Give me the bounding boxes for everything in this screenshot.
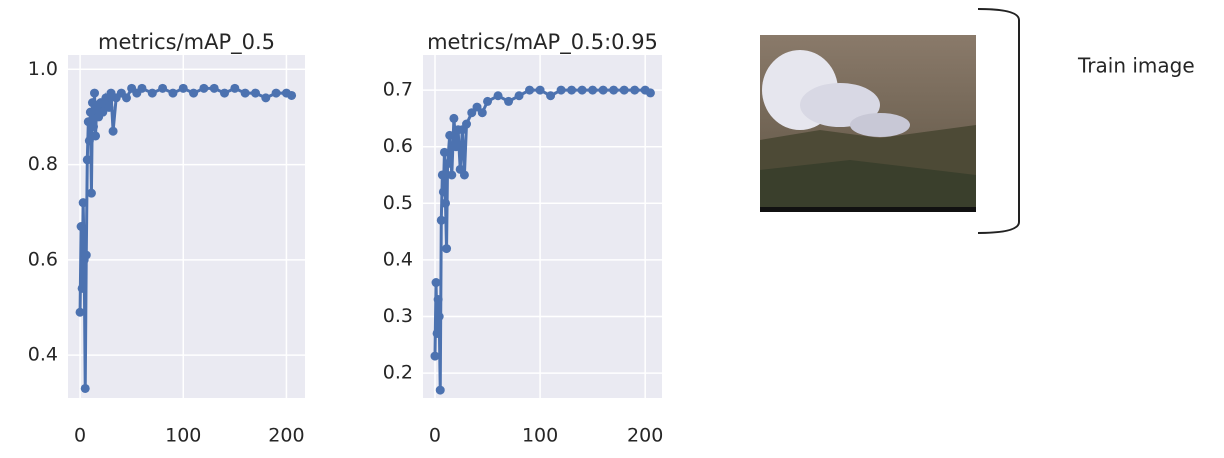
data-point — [630, 86, 639, 95]
data-point — [91, 131, 100, 140]
train-image — [760, 35, 976, 212]
y-tick-label: 0.6 — [383, 135, 413, 157]
image-caption: Train image — [1077, 54, 1195, 78]
y-tick-label: 0.6 — [28, 248, 58, 270]
data-point — [199, 84, 208, 93]
x-tick-label: 200 — [268, 425, 304, 447]
data-point — [81, 384, 90, 393]
data-point — [483, 97, 492, 106]
data-point — [449, 114, 458, 123]
page: {"chart_data": [ {"type": "line", "title… — [0, 0, 1224, 458]
y-tick-label: 0.8 — [28, 153, 58, 175]
figure: Train image 0.4 0.6 0.8 1.0 0 100 200 metrics/m… — [0, 0, 1224, 458]
data-point — [504, 97, 513, 106]
data-point — [439, 187, 448, 196]
data-point — [251, 89, 260, 98]
data-point — [436, 386, 445, 395]
data-point — [87, 189, 96, 198]
data-point — [109, 127, 118, 136]
data-point — [78, 284, 87, 293]
data-point — [90, 89, 99, 98]
data-point — [79, 198, 88, 207]
data-point — [210, 84, 219, 93]
x-tick-label: 0 — [429, 425, 441, 447]
data-point — [76, 308, 85, 317]
data-point — [442, 244, 451, 253]
data-point — [536, 86, 545, 95]
bracket — [978, 9, 1019, 233]
data-point — [89, 122, 98, 131]
data-point — [460, 170, 469, 179]
data-point — [158, 84, 167, 93]
data-point — [438, 170, 447, 179]
data-point — [646, 88, 655, 97]
data-point — [430, 352, 439, 361]
data-point — [588, 86, 597, 95]
data-point — [515, 91, 524, 100]
data-point — [462, 120, 471, 129]
data-point — [137, 84, 146, 93]
y-tick-label: 0.4 — [28, 344, 58, 366]
data-point — [437, 216, 446, 225]
y-tick-label: 0.2 — [383, 362, 413, 384]
x-tick-label: 100 — [522, 425, 558, 447]
data-point — [77, 222, 86, 231]
data-point — [179, 84, 188, 93]
data-point — [620, 86, 629, 95]
y-tick-label: 0.5 — [383, 192, 413, 214]
data-point — [230, 84, 239, 93]
data-point — [447, 170, 456, 179]
data-point — [220, 89, 229, 98]
data-point — [525, 86, 534, 95]
data-point — [578, 86, 587, 95]
data-point — [432, 278, 441, 287]
y-tick-label: 0.7 — [383, 79, 413, 101]
data-point — [434, 295, 443, 304]
y-tick-label: 1.0 — [28, 58, 58, 80]
data-point — [609, 86, 618, 95]
data-point — [148, 89, 157, 98]
data-point — [599, 86, 608, 95]
data-point — [546, 91, 555, 100]
data-point — [82, 251, 91, 260]
plot-area — [423, 55, 662, 398]
data-point — [452, 142, 461, 151]
data-point — [83, 155, 92, 164]
chart-title: metrics/mAP_0.5:0.95 — [427, 30, 658, 55]
data-point — [440, 148, 449, 157]
data-point — [104, 103, 113, 112]
data-point — [287, 91, 296, 100]
x-tick-label: 200 — [627, 425, 663, 447]
data-point — [441, 199, 450, 208]
data-point — [433, 329, 442, 338]
chart-title: metrics/mAP_0.5 — [98, 30, 275, 55]
data-point — [272, 89, 281, 98]
data-point — [494, 91, 503, 100]
data-point — [189, 89, 198, 98]
data-point — [567, 86, 576, 95]
y-tick-label: 0.4 — [383, 248, 413, 270]
x-tick-label: 100 — [165, 425, 201, 447]
data-point — [435, 312, 444, 321]
data-point — [261, 93, 270, 102]
data-point — [443, 159, 452, 168]
x-tick-label: 0 — [74, 425, 86, 447]
data-point — [241, 89, 250, 98]
data-point — [168, 89, 177, 98]
data-point — [445, 131, 454, 140]
data-point — [122, 93, 131, 102]
y-tick-label: 0.3 — [383, 305, 413, 327]
data-point — [557, 86, 566, 95]
data-point — [478, 108, 487, 117]
